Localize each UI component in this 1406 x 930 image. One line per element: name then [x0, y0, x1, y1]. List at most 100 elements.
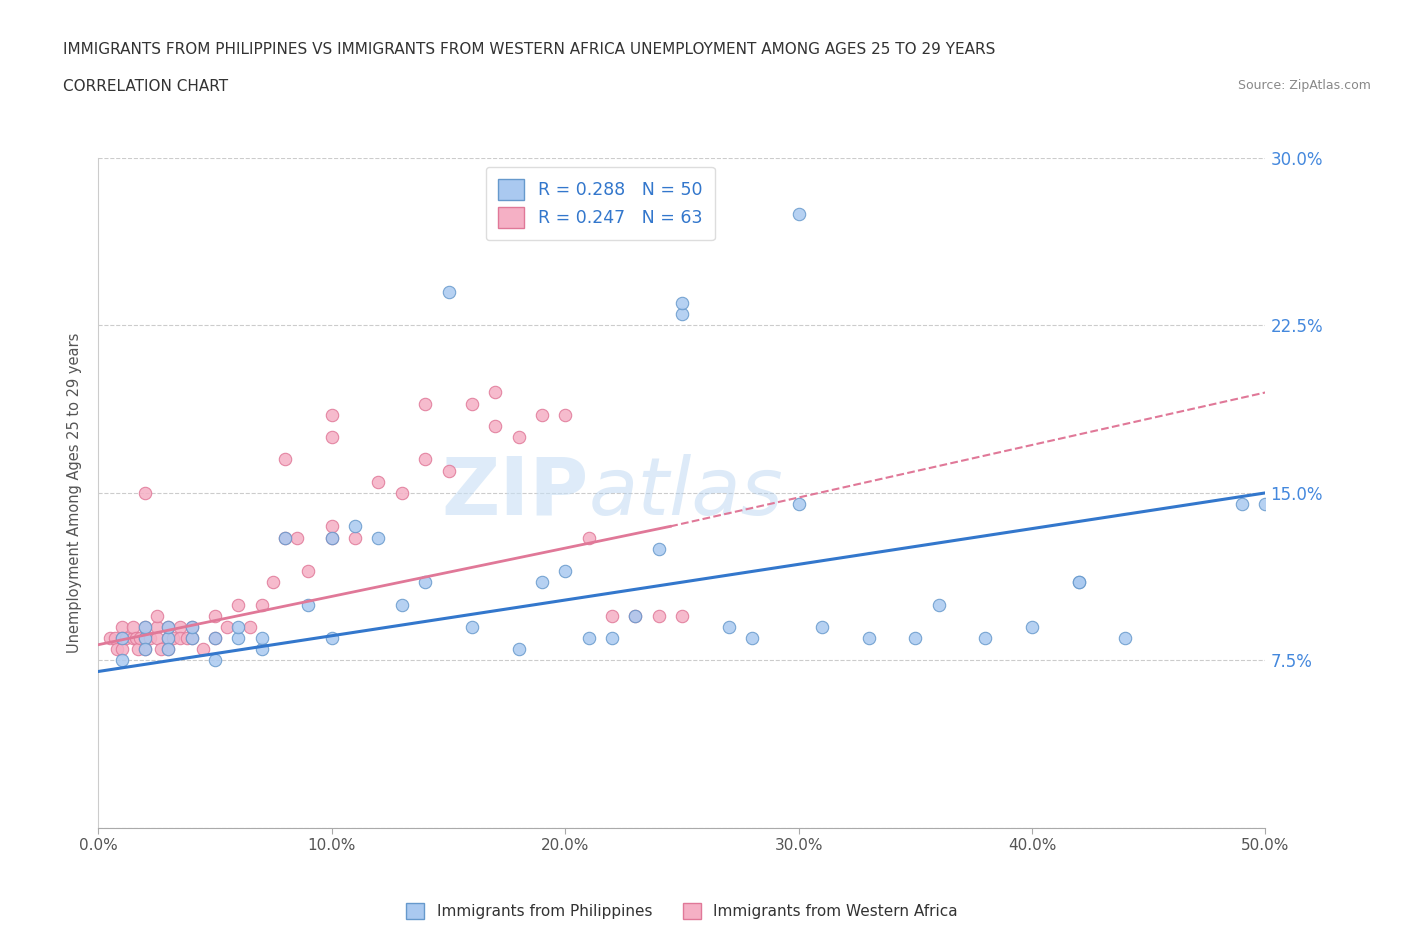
Point — [180, 631, 202, 645]
Text: IMMIGRANTS FROM PHILIPPINES VS IMMIGRANTS FROM WESTERN AFRICA UNEMPLOYMENT AMONG: IMMIGRANTS FROM PHILIPPINES VS IMMIGRANT… — [63, 42, 995, 57]
Point — [624, 608, 647, 623]
Point — [134, 619, 156, 634]
Point — [239, 619, 262, 634]
Point — [111, 653, 134, 668]
Point — [180, 619, 202, 634]
Point — [461, 619, 484, 634]
Point — [787, 497, 810, 512]
Point — [624, 608, 647, 623]
Point — [250, 631, 273, 645]
Point — [134, 485, 156, 500]
Point — [180, 619, 202, 634]
Point — [858, 631, 880, 645]
Point — [157, 642, 180, 657]
Point — [461, 396, 484, 411]
Point — [193, 642, 215, 657]
Point — [111, 619, 134, 634]
Point — [297, 597, 319, 612]
Point — [150, 642, 173, 657]
Point — [321, 519, 343, 534]
Point — [297, 564, 319, 578]
Point — [554, 564, 576, 578]
Point — [484, 385, 506, 400]
Point — [787, 206, 810, 221]
Point — [530, 407, 553, 422]
Text: Source: ZipAtlas.com: Source: ZipAtlas.com — [1237, 79, 1371, 92]
Point — [530, 575, 553, 590]
Y-axis label: Unemployment Among Ages 25 to 29 years: Unemployment Among Ages 25 to 29 years — [67, 333, 83, 653]
Point — [1230, 497, 1253, 512]
Point — [1254, 497, 1277, 512]
Point — [928, 597, 950, 612]
Point — [1067, 575, 1090, 590]
Point — [115, 631, 138, 645]
Point — [600, 631, 623, 645]
Point — [157, 642, 180, 657]
Point — [321, 430, 343, 445]
Point — [391, 597, 413, 612]
Point — [250, 597, 273, 612]
Point — [647, 541, 669, 556]
Point — [228, 631, 250, 645]
Point — [204, 631, 226, 645]
Point — [671, 307, 693, 322]
Text: ZIP: ZIP — [441, 454, 589, 532]
Point — [367, 530, 389, 545]
Point — [344, 530, 367, 545]
Point — [125, 631, 148, 645]
Point — [127, 642, 149, 657]
Point — [111, 631, 134, 645]
Point — [508, 642, 530, 657]
Point — [274, 530, 297, 545]
Point — [204, 653, 226, 668]
Point — [671, 296, 693, 311]
Point — [437, 463, 460, 478]
Point — [600, 608, 623, 623]
Point — [321, 631, 343, 645]
Legend: Immigrants from Philippines, Immigrants from Western Africa: Immigrants from Philippines, Immigrants … — [398, 896, 966, 927]
Point — [437, 285, 460, 299]
Point — [717, 619, 740, 634]
Point — [274, 452, 297, 467]
Point — [578, 530, 600, 545]
Point — [367, 474, 389, 489]
Point — [162, 631, 184, 645]
Point — [554, 407, 576, 422]
Point — [105, 642, 128, 657]
Point — [811, 619, 834, 634]
Point — [134, 642, 156, 657]
Point — [285, 530, 308, 545]
Point — [647, 608, 669, 623]
Point — [1114, 631, 1136, 645]
Point — [134, 631, 156, 645]
Point — [508, 430, 530, 445]
Point — [122, 631, 145, 645]
Point — [134, 619, 156, 634]
Point — [98, 631, 121, 645]
Point — [169, 631, 191, 645]
Point — [1067, 575, 1090, 590]
Text: atlas: atlas — [589, 454, 783, 532]
Point — [157, 619, 180, 634]
Point — [321, 530, 343, 545]
Point — [122, 619, 145, 634]
Point — [169, 619, 191, 634]
Point — [904, 631, 927, 645]
Point — [321, 407, 343, 422]
Point — [250, 642, 273, 657]
Point — [1021, 619, 1043, 634]
Point — [274, 530, 297, 545]
Point — [134, 631, 156, 645]
Point — [228, 597, 250, 612]
Point — [974, 631, 997, 645]
Point — [413, 575, 436, 590]
Point — [134, 642, 156, 657]
Point — [413, 452, 436, 467]
Point — [157, 631, 180, 645]
Point — [262, 575, 284, 590]
Point — [111, 631, 134, 645]
Point — [146, 608, 169, 623]
Point — [157, 619, 180, 634]
Point — [391, 485, 413, 500]
Point — [204, 608, 226, 623]
